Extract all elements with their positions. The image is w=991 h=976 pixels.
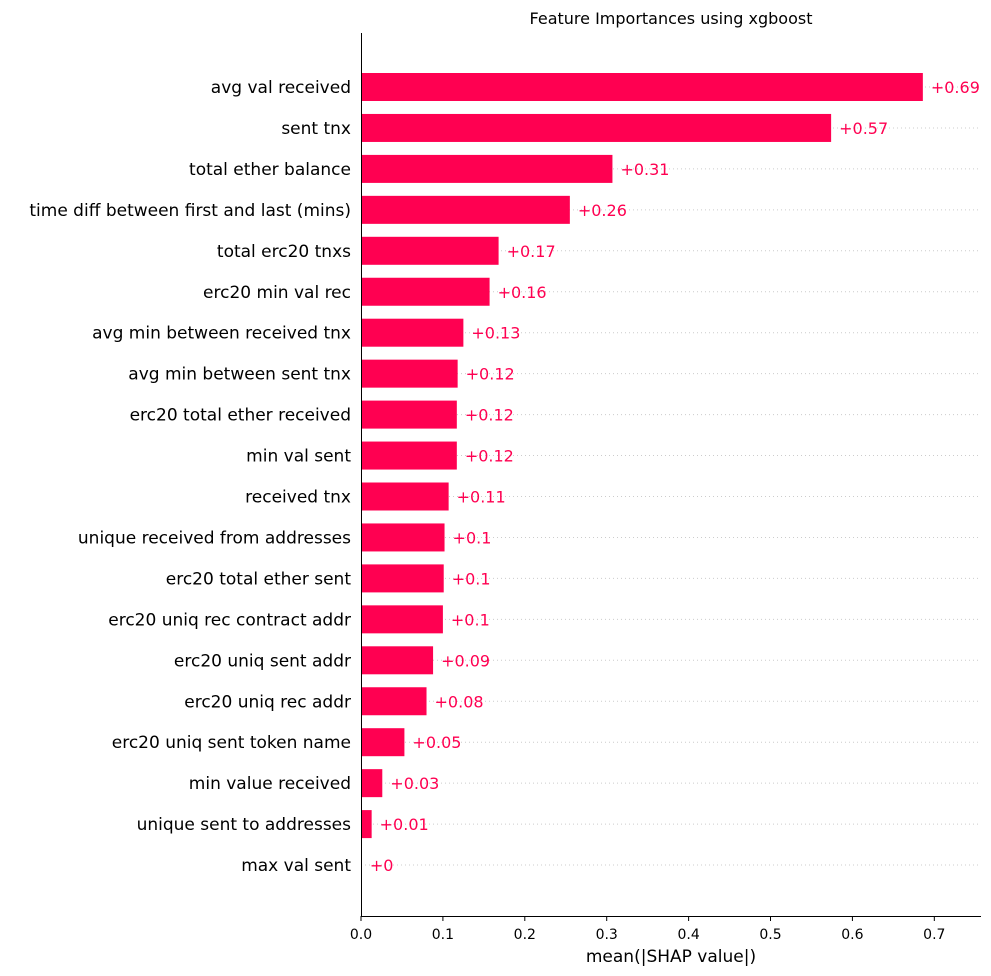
value-label: +0.57 xyxy=(839,119,888,138)
category-label: erc20 total ether sent xyxy=(166,569,352,589)
x-tick-label: 0.3 xyxy=(596,927,618,943)
bar xyxy=(361,277,490,306)
bar xyxy=(361,400,457,429)
value-label: +0.1 xyxy=(451,610,490,629)
bar xyxy=(361,687,427,716)
x-tick-label: 0.1 xyxy=(432,927,454,943)
grid-lines xyxy=(361,86,981,866)
category-label: avg min between received tnx xyxy=(92,324,351,344)
bar xyxy=(361,236,499,265)
bar xyxy=(361,523,445,552)
x-tick-label: 0.2 xyxy=(514,927,536,943)
value-label: +0.03 xyxy=(390,774,439,793)
category-label: max val sent xyxy=(241,856,351,876)
x-tick-label: 0.6 xyxy=(841,927,863,943)
category-label: avg min between sent tnx xyxy=(128,365,351,385)
bar xyxy=(361,564,444,593)
value-label: +0.09 xyxy=(441,651,490,670)
x-tick-label: 0.0 xyxy=(350,927,372,943)
category-label: unique sent to addresses xyxy=(137,815,352,835)
bar xyxy=(361,728,405,757)
bar xyxy=(361,318,464,347)
category-label: erc20 min val rec xyxy=(203,283,351,303)
value-label: +0.1 xyxy=(452,569,491,588)
category-labels: avg val received sent tnx total ether bala… xyxy=(29,78,351,876)
bar xyxy=(361,769,383,798)
category-label: total ether balance xyxy=(189,160,351,180)
bar xyxy=(361,646,434,675)
category-label: erc20 uniq sent token name xyxy=(112,733,351,753)
value-label: +0.31 xyxy=(620,160,669,179)
value-label: +0.17 xyxy=(507,242,556,261)
value-label: +0.13 xyxy=(471,324,520,343)
bar xyxy=(361,73,923,101)
x-axis-label: mean(|SHAP value|) xyxy=(586,947,756,967)
value-label: +0.12 xyxy=(465,447,514,466)
value-label: +0.11 xyxy=(457,488,506,507)
bar xyxy=(361,441,457,470)
category-label: unique received from addresses xyxy=(78,528,351,548)
category-label: erc20 uniq rec addr xyxy=(184,692,351,712)
bar xyxy=(361,482,449,511)
bar xyxy=(361,113,832,142)
x-tick-label: 0.5 xyxy=(759,927,781,943)
category-label: min val sent xyxy=(246,447,351,467)
x-tick-label: 0.4 xyxy=(677,927,699,943)
bar xyxy=(361,195,570,224)
value-label: +0.12 xyxy=(465,406,514,425)
category-label: erc20 total ether received xyxy=(130,406,351,426)
x-ticks: 0.0 0.1 0.2 0.3 0.4 0.5 0.6 0.7 xyxy=(350,916,945,943)
value-label: +0.08 xyxy=(435,692,484,711)
value-label: +0.05 xyxy=(412,733,461,752)
value-label: +0 xyxy=(370,856,394,875)
value-label: +0.12 xyxy=(466,365,515,384)
value-labels: +0.69 +0.57 +0.31 +0.26 +0.17 +0.16 +0.13 +0.12… xyxy=(370,78,980,875)
value-label: +0.69 xyxy=(931,78,980,97)
category-label: total erc20 tnxs xyxy=(217,242,351,262)
value-label: +0.26 xyxy=(578,201,627,220)
bar xyxy=(361,359,458,388)
category-label: min value received xyxy=(189,774,351,794)
bars xyxy=(361,73,923,880)
category-label: sent tnx xyxy=(281,119,351,139)
value-label: +0.1 xyxy=(453,528,492,547)
category-label: erc20 uniq sent addr xyxy=(174,651,351,671)
bar xyxy=(361,810,372,839)
category-label: time diff between first and last (mins) xyxy=(29,201,351,221)
category-label: erc20 uniq rec contract addr xyxy=(108,610,351,630)
value-label: +0.01 xyxy=(380,815,429,834)
chart-title: Feature Importances using xgboost xyxy=(530,9,813,28)
value-label: +0.16 xyxy=(498,283,547,302)
category-label: avg val received xyxy=(211,78,351,98)
category-label: received tnx xyxy=(245,488,351,508)
bar xyxy=(361,154,613,183)
x-tick-label: 0.7 xyxy=(923,927,945,943)
bar xyxy=(361,605,443,634)
